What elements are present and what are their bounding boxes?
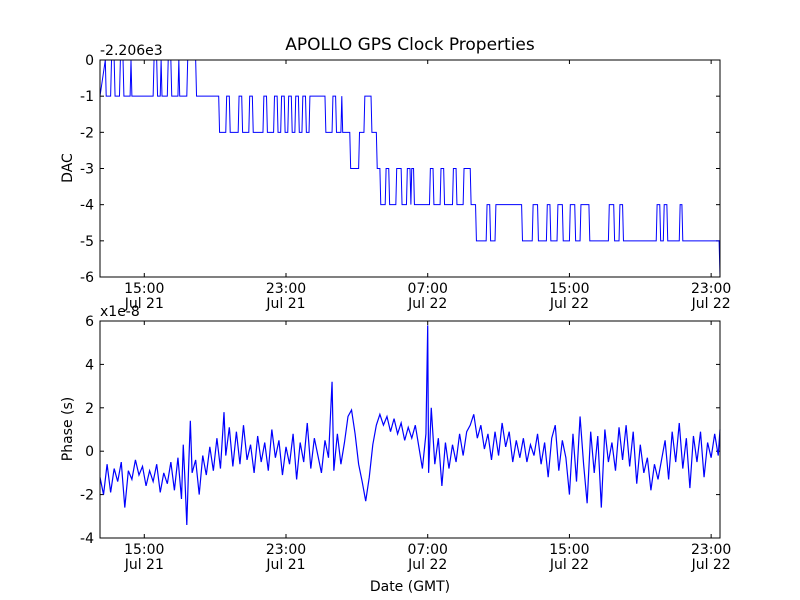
phase-x-tick-time: 15:00: [124, 542, 164, 558]
dac-x-tick-date: Jul 22: [549, 296, 589, 312]
dac-x-tick-time: 23:00: [266, 281, 306, 297]
dac-axes-frame: [99, 59, 721, 278]
dac-y-tick-label: -1: [80, 89, 94, 105]
x-axis-label: Date (GMT): [370, 579, 450, 595]
dac-ylabel: DAC: [60, 153, 76, 183]
phase-y-tick-label: 4: [85, 357, 94, 373]
dac-x-tick-time: 23:00: [691, 281, 731, 297]
phase-x-tick-time: 15:00: [549, 542, 589, 558]
dac-x-tick-time: 15:00: [124, 281, 164, 297]
dac-x-tick-date: Jul 21: [265, 296, 305, 312]
dac-y-tick-label: -5: [80, 234, 94, 250]
phase-y-tick-label: -4: [80, 531, 94, 547]
phase-axes-frame: [99, 320, 721, 539]
phase-series-line: [99, 325, 721, 526]
phase-y-tick-label: 0: [85, 444, 94, 460]
phase-offset-label: x1e-8: [100, 304, 140, 320]
dac-x-tick-date: Jul 22: [691, 296, 731, 312]
phase-ylabel: Phase (s): [60, 397, 76, 461]
dac-x-tick-time: 15:00: [549, 281, 589, 297]
phase-x-tick-date: Jul 22: [691, 557, 731, 573]
phase-x-tick-date: Jul 21: [265, 557, 305, 573]
phase-x-tick-date: Jul 22: [549, 557, 589, 573]
dac-y-tick-label: -2: [80, 125, 94, 141]
dac-y-tick-label: -4: [80, 198, 94, 214]
phase-x-tick-time: 23:00: [266, 542, 306, 558]
dac-y-tick-label: -3: [80, 162, 94, 178]
dac-x-tick-date: Jul 21: [124, 296, 164, 312]
phase-x-tick-date: Jul 22: [407, 557, 447, 573]
phase-x-tick-date: Jul 21: [124, 557, 164, 573]
phase-x-tick-time: 07:00: [408, 542, 448, 558]
phase-y-tick-label: 6: [85, 314, 94, 330]
dac-y-tick-label: 0: [85, 53, 94, 69]
phase-x-tick-time: 23:00: [691, 542, 731, 558]
dac-offset-label: -2.206e3: [100, 43, 163, 59]
phase-y-tick-label: 2: [85, 401, 94, 417]
dac-x-tick-time: 07:00: [408, 281, 448, 297]
dac-y-tick-label: -6: [80, 270, 94, 286]
phase-y-tick-label: -2: [80, 488, 94, 504]
chart-title: APOLLO GPS Clock Properties: [285, 35, 535, 55]
dac-x-tick-date: Jul 22: [407, 296, 447, 312]
